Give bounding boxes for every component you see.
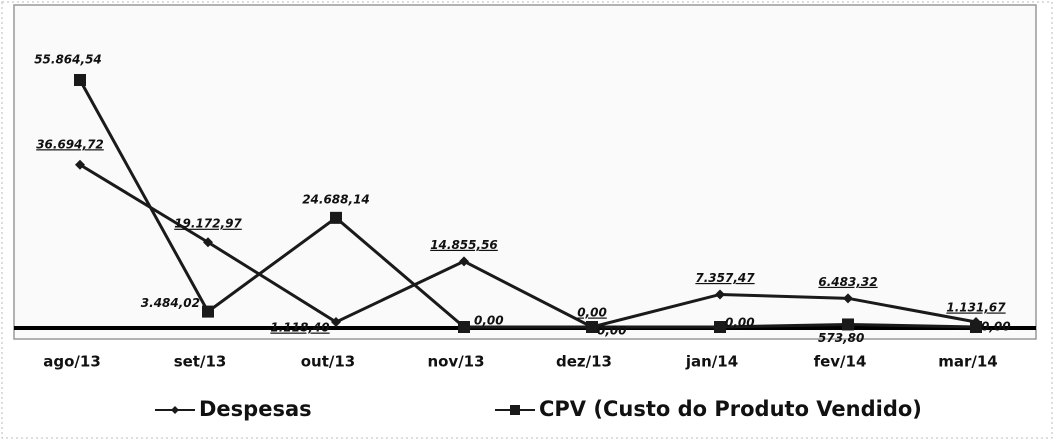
data-label: 6.483,32 — [818, 275, 877, 289]
data-label: 55.864,54 — [34, 53, 102, 67]
data-label: 1.118,40 — [270, 321, 329, 335]
data-label: 0,00 — [597, 324, 627, 338]
marker — [202, 305, 214, 318]
data-label: 573,80 — [818, 331, 864, 345]
data-label: 0,00 — [725, 316, 755, 330]
marker — [331, 317, 341, 328]
data-label: 3.484,02 — [141, 296, 200, 310]
x-tick-label: fev/14 — [814, 353, 867, 371]
marker — [715, 289, 725, 300]
data-label: 24.688,14 — [302, 192, 370, 206]
marker — [458, 321, 470, 333]
x-tick-label: mar/14 — [938, 353, 998, 371]
data-label: 0,00 — [981, 320, 1011, 334]
x-tick-label: jan/14 — [685, 353, 738, 371]
marker — [586, 321, 598, 333]
legend-label: CPV (Custo do Produto Vendido) — [539, 397, 922, 421]
legend-marker — [510, 405, 520, 415]
data-label: 36.694,72 — [36, 137, 104, 151]
plot-area — [13, 4, 1037, 340]
x-tick-label: nov/13 — [427, 353, 484, 371]
x-tick-label: set/13 — [174, 353, 227, 371]
series-line — [78, 79, 977, 329]
data-label: 19.172,97 — [174, 217, 242, 231]
marker — [714, 321, 726, 333]
x-tick-label: out/13 — [301, 353, 356, 371]
marker — [75, 159, 85, 170]
marker — [330, 211, 342, 224]
marker — [74, 74, 86, 86]
data-label: 14.855,56 — [430, 238, 498, 252]
data-label: 7.357,47 — [695, 271, 755, 285]
x-tick-label: dez/13 — [556, 353, 612, 371]
marker — [203, 237, 213, 248]
marker — [843, 293, 853, 304]
legend-label: Despesas — [199, 397, 312, 421]
marker — [970, 321, 982, 333]
marker — [459, 256, 469, 267]
data-label: 1.131,67 — [946, 300, 1006, 314]
legend-marker — [171, 406, 179, 414]
data-label: 0,00 — [577, 306, 607, 320]
series-line — [79, 163, 977, 329]
x-tick-label: ago/13 — [43, 353, 101, 371]
marker — [842, 318, 854, 331]
data-label: 0,00 — [474, 314, 504, 328]
